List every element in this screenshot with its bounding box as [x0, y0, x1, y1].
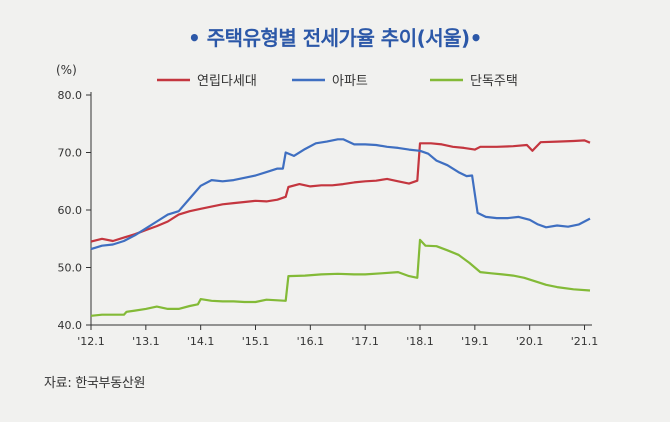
- series-lines: [90, 138, 591, 317]
- legend-label-2: 아파트: [332, 74, 368, 89]
- y-tick-label: 80.0: [58, 89, 83, 102]
- legend-label-1: 연립다세대: [197, 74, 257, 89]
- y-tick-label: 70.0: [58, 147, 83, 160]
- x-tick-label: '13.1: [132, 335, 160, 348]
- x-tick-label: '18.1: [406, 335, 434, 348]
- y-tick-label: 40.0: [58, 319, 83, 332]
- x-tick-label: '12.1: [77, 335, 105, 348]
- x-tick-label: '17.1: [351, 335, 379, 348]
- legend: 연립다세대 아파트 단독주택: [157, 74, 518, 89]
- x-tick-label: '14.1: [187, 335, 215, 348]
- y-tick-label: 60.0: [58, 204, 83, 217]
- y-axis-ticks: 80.0 70.0 60.0 50.0 40.0: [58, 89, 91, 332]
- x-tick-label: '21.1: [571, 335, 599, 348]
- x-tick-label: '20.1: [516, 335, 544, 348]
- chart-title: • 주택유형별 전세가율 추이(서울)•: [188, 26, 482, 50]
- x-axis-ticks: '12.1 '13.1 '14.1 '15.1 '16.1 '17.1 '18.1 '19.1…: [77, 325, 598, 348]
- y-tick-label: 50.0: [58, 262, 83, 275]
- x-tick-label: '19.1: [461, 335, 489, 348]
- source-note: 자료: 한국부동산원: [44, 376, 146, 391]
- x-tick-label: '15.1: [242, 335, 270, 348]
- series-line-2: [90, 138, 591, 251]
- x-tick-label: '16.1: [297, 335, 325, 348]
- legend-label-3: 단독주택: [470, 74, 518, 89]
- series-line-1: [90, 139, 591, 243]
- y-axis-unit-label: (%): [56, 63, 77, 77]
- series-line-3: [90, 238, 591, 317]
